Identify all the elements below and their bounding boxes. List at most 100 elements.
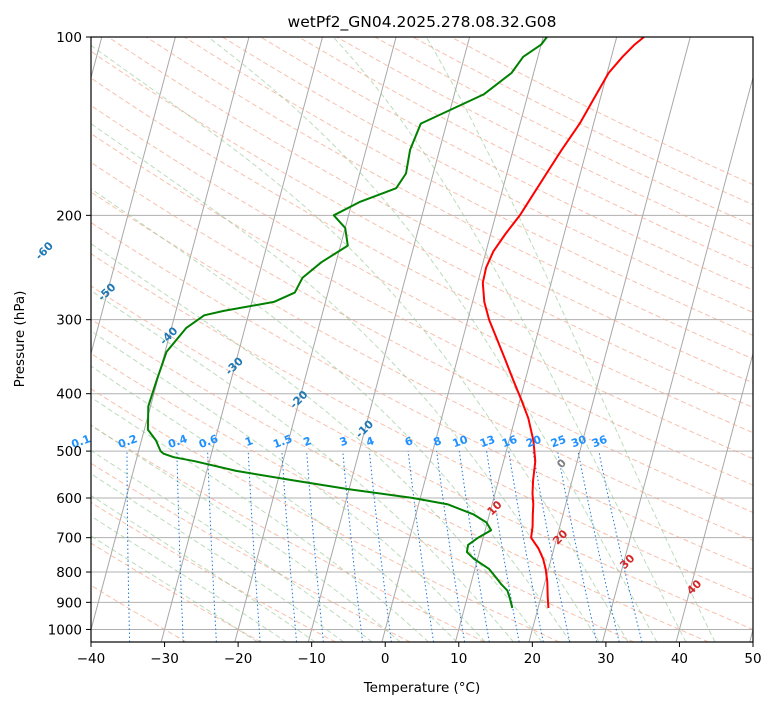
moist-adiabat-line bbox=[91, 535, 258, 642]
y-tick-label: 600 bbox=[56, 491, 82, 507]
isotherm-label: -30 bbox=[223, 354, 246, 377]
x-axis-label: Temperature (°C) bbox=[363, 680, 481, 696]
dry-adiabat-line bbox=[91, 388, 560, 642]
dry-adiabat-line bbox=[91, 501, 336, 642]
x-tick-label: 0 bbox=[381, 651, 390, 667]
moist-adiabat-line bbox=[91, 449, 373, 642]
dry-adiabat-line bbox=[91, 462, 411, 642]
plot-frame bbox=[90, 36, 754, 643]
isotherm-line bbox=[91, 37, 176, 356]
chart-title: wetPf2_GN04.2025.278.08.32.G08 bbox=[288, 13, 557, 32]
moist-adiabat-line bbox=[91, 473, 344, 642]
isotherm-line bbox=[234, 37, 397, 642]
isotherm-label: -20 bbox=[287, 388, 310, 411]
moist-adiabat-line bbox=[91, 396, 429, 642]
mixing-ratio-line bbox=[577, 451, 620, 642]
moist-adiabat-label: 30 bbox=[617, 552, 637, 572]
mixing-ratio-line bbox=[306, 451, 324, 642]
dry-adiabat-line bbox=[260, 37, 753, 291]
mixing-ratio-label: 0.6 bbox=[197, 432, 220, 451]
x-tick-label: 10 bbox=[450, 651, 467, 667]
moist-adiabat-label: 10 bbox=[485, 498, 505, 518]
dry-adiabat-line bbox=[91, 133, 753, 486]
mixing-ratio-line bbox=[247, 451, 261, 642]
y-tick-label: 500 bbox=[56, 444, 82, 460]
moist-adiabat-line bbox=[91, 424, 401, 642]
mixing-ratio-line bbox=[557, 451, 598, 642]
dry-adiabat-line bbox=[91, 253, 753, 600]
y-tick-label: 100 bbox=[56, 30, 82, 46]
mixing-ratio-label: 4 bbox=[364, 434, 376, 449]
moist-adiabat-line bbox=[91, 243, 543, 642]
mixing-ratio-line bbox=[598, 451, 643, 642]
mixing-ratio-label: 36 bbox=[590, 433, 609, 451]
dry-adiabat-line bbox=[91, 161, 753, 513]
y-tick-label: 900 bbox=[56, 595, 82, 611]
moist-adiabat-line bbox=[207, 37, 658, 642]
mixing-ratio-label: 0.4 bbox=[166, 432, 189, 451]
mixing-ratio-label: 0.1 bbox=[70, 432, 93, 451]
isotherm-line bbox=[160, 37, 323, 642]
mixing-ratio-label: 2 bbox=[302, 434, 314, 449]
dry-adiabat-line bbox=[91, 77, 753, 434]
moist-adiabat-label: 20 bbox=[550, 527, 570, 547]
isotherm-line bbox=[91, 37, 250, 632]
mixing-ratio-label: 30 bbox=[569, 433, 588, 451]
mixing-ratio-label: 8 bbox=[432, 434, 444, 449]
dry-adiabat-line bbox=[91, 424, 485, 642]
isotherm-line bbox=[381, 37, 544, 642]
isotherm-line bbox=[528, 37, 691, 642]
x-tick-label: −10 bbox=[297, 651, 326, 667]
isotherm-line bbox=[675, 351, 753, 642]
mixing-ratio-label: 25 bbox=[549, 433, 568, 450]
mixing-ratio-line bbox=[407, 451, 435, 642]
temperature-profile-line bbox=[481, 37, 645, 609]
moist-adiabat-label: 40 bbox=[684, 577, 704, 597]
mixing-ratio-label: 13 bbox=[478, 433, 497, 450]
y-tick-label: 1000 bbox=[48, 622, 82, 638]
moist-adiabat-line bbox=[425, 37, 716, 642]
isotherm-label: -60 bbox=[33, 239, 56, 262]
mixing-ratio-label: 16 bbox=[500, 433, 519, 451]
dry-adiabat-line bbox=[91, 221, 753, 570]
mixing-ratio-line bbox=[368, 451, 392, 642]
dry-adiabat-line bbox=[222, 37, 753, 313]
mixing-ratio-line bbox=[436, 451, 466, 642]
isotherm-line bbox=[454, 37, 618, 642]
mixing-ratio-label: 10 bbox=[451, 433, 470, 451]
dry-adiabat-line bbox=[91, 285, 753, 630]
mixing-ratio-line bbox=[486, 451, 520, 642]
mixing-ratio-label: 6 bbox=[403, 434, 415, 449]
mixing-ratio-line bbox=[458, 451, 490, 642]
mixing-ratio-label: 3 bbox=[338, 434, 350, 449]
x-tick-label: −30 bbox=[150, 651, 179, 667]
dry-adiabat-line bbox=[91, 104, 753, 460]
mixing-ratio-label: 20 bbox=[524, 433, 543, 451]
isotherm-label: -40 bbox=[157, 324, 180, 347]
x-tick-label: −20 bbox=[224, 651, 253, 667]
dry-adiabat-line bbox=[91, 542, 262, 642]
mixing-ratio-line bbox=[281, 451, 298, 642]
moist-adiabat-line bbox=[91, 330, 486, 642]
mixing-ratio-line bbox=[342, 451, 363, 642]
moist-adiabat-line bbox=[91, 290, 514, 642]
x-tick-label: 50 bbox=[744, 651, 761, 667]
x-tick-label: 30 bbox=[597, 651, 614, 667]
mixing-ratio-label: 1.5 bbox=[271, 432, 294, 451]
dry-adiabat-line bbox=[450, 37, 753, 186]
x-tick-label: −40 bbox=[77, 651, 106, 667]
moist-adiabat-line bbox=[91, 365, 458, 642]
moist-adiabat-line bbox=[91, 494, 316, 642]
moist-adiabat-line bbox=[91, 515, 287, 642]
moist-adiabat-line bbox=[91, 44, 629, 642]
mixing-ratio-line bbox=[508, 451, 544, 642]
dry-adiabat-line bbox=[91, 318, 709, 642]
x-tick-label: 20 bbox=[524, 651, 541, 667]
dry-adiabat-line bbox=[91, 191, 753, 541]
y-tick-label: 400 bbox=[56, 387, 82, 403]
mixing-ratio-label: 1 bbox=[243, 434, 255, 449]
y-tick-label: 800 bbox=[56, 565, 82, 581]
mixing-ratio-line bbox=[126, 451, 131, 642]
zero-isotherm-label: 0 bbox=[554, 456, 569, 471]
